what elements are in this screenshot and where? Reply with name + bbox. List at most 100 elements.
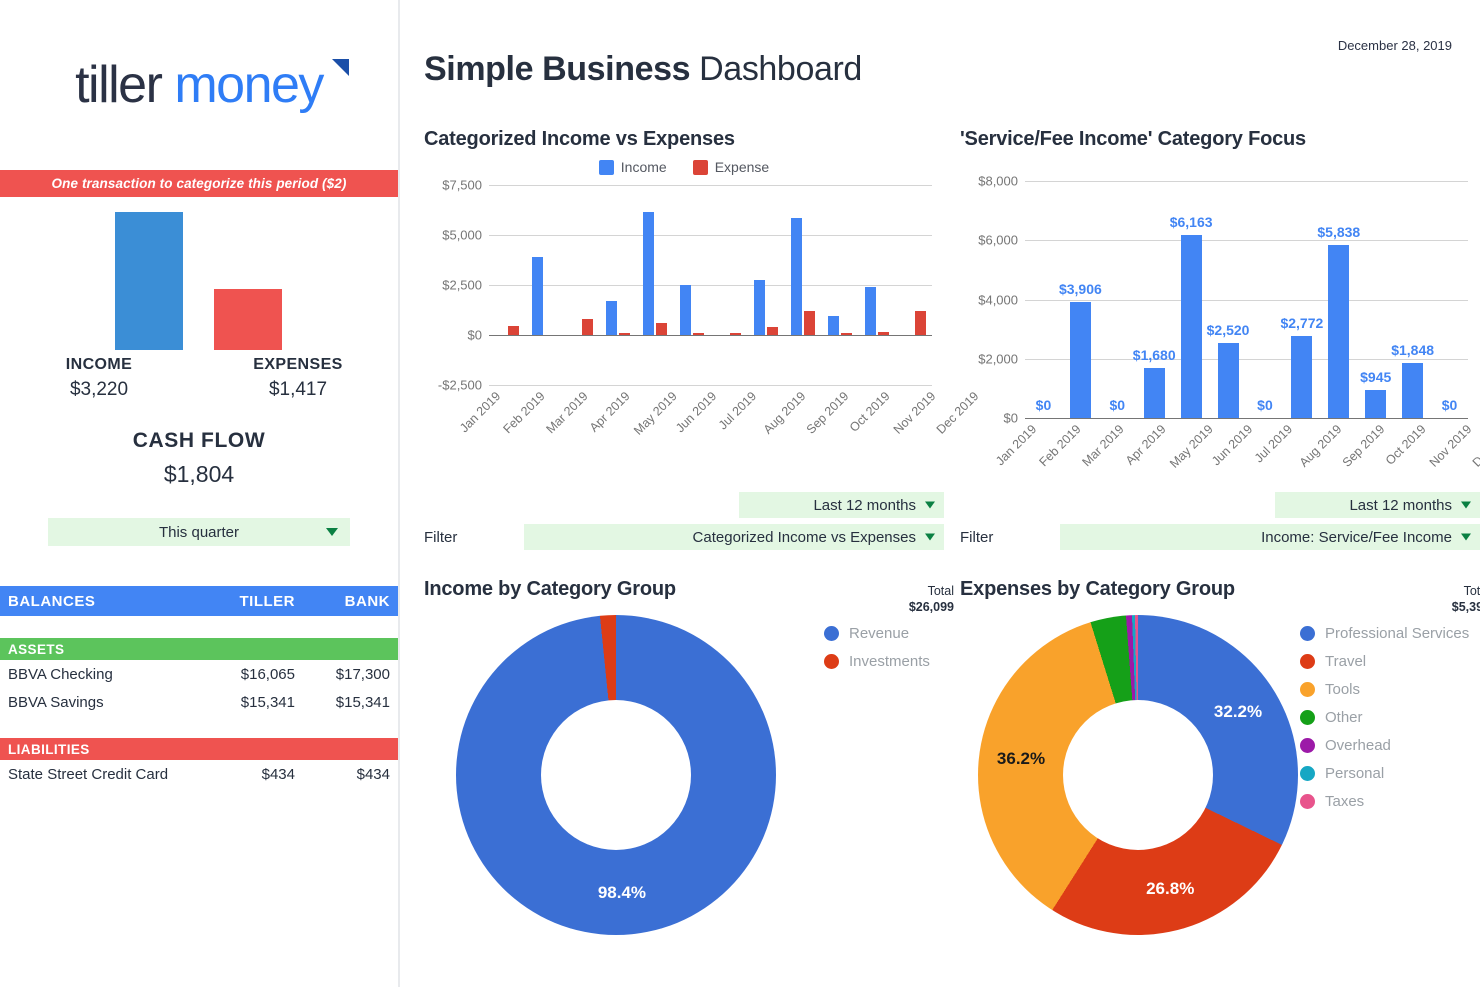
balances-groups: ASSETS BBVA Checking $16,065 $17,300 BBVA Sa…	[0, 638, 398, 788]
tiller-balance: $16,065	[240, 665, 295, 683]
chart-bar[interactable]	[532, 256, 544, 335]
slice-percentage-label: 36.2%	[996, 749, 1046, 769]
legend-item[interactable]: Overhead	[1300, 731, 1480, 759]
summary-labels: INCOME $3,220 EXPENSES $1,417	[0, 356, 398, 401]
legend-item[interactable]: Other	[1300, 703, 1480, 731]
legend-label: Investments	[849, 652, 930, 670]
chart-bar[interactable]	[1069, 302, 1091, 418]
table-row[interactable]: BBVA Checking $16,065 $17,300	[0, 660, 398, 688]
chart-bar[interactable]	[766, 327, 778, 335]
panel-income-by-group: Income by Category Group 98.4% Total $26,…	[424, 578, 954, 935]
chart-bar[interactable]	[1180, 235, 1202, 418]
chart-bar[interactable]	[803, 311, 815, 335]
chart2-category-dropdown[interactable]: Income: Service/Fee Income	[1060, 524, 1480, 550]
mini-bar-expenses	[214, 289, 282, 350]
legend-item[interactable]: Expense	[692, 159, 769, 175]
bar-data-label: $0	[1257, 397, 1273, 413]
slice-percentage-label: 26.8%	[1146, 878, 1195, 898]
legend-swatch	[1300, 709, 1315, 725]
income-donut-chart[interactable]: 98.4%	[456, 615, 776, 935]
x-axis-tick-label: Nov 2019	[1426, 422, 1475, 470]
chart1-category-dropdown[interactable]: Categorized Income vs Expenses	[524, 524, 944, 550]
chart-bar[interactable]	[508, 326, 520, 335]
categorize-alert-banner[interactable]: One transaction to categorize this perio…	[0, 170, 398, 197]
period-dropdown[interactable]: This quarter	[48, 518, 350, 546]
bar-data-label: $2,520	[1206, 322, 1250, 339]
chart-bar[interactable]	[877, 332, 889, 335]
table-row[interactable]: State Street Credit Card $434 $434	[0, 760, 398, 788]
gridline: $2,000	[978, 351, 1468, 366]
x-axis-tick-label: Apr 2019	[1122, 422, 1169, 468]
x-axis-tick-label: Feb 2019	[500, 389, 548, 437]
gridline: $7,500	[442, 178, 932, 193]
chart2-box: $8,000 $6,000 $4,000 $2,000 $0 $0 $3,906 $0 $1,6…	[960, 174, 1480, 471]
x-axis-tick-label: Sep 2019	[1340, 422, 1388, 470]
slice-percentage-label: 32.2%	[1213, 702, 1263, 722]
zero-axis-line: $0	[468, 328, 932, 343]
income-donut-legend: Total $26,099 Revenue Investments	[824, 584, 954, 675]
x-axis-tick-label: Aug 2019	[760, 389, 809, 437]
chevron-down-icon	[326, 528, 338, 536]
chart-bar[interactable]	[1365, 390, 1387, 418]
x-axis-tick-label: May 2019	[1167, 422, 1216, 471]
chart-bar[interactable]	[619, 333, 631, 335]
chart-bar[interactable]	[827, 316, 839, 335]
chart-bar[interactable]	[656, 323, 668, 335]
legend-item[interactable]: Revenue	[824, 619, 954, 647]
table-row[interactable]: BBVA Savings $15,341 $15,341	[0, 688, 398, 716]
chart-bar[interactable]	[840, 333, 852, 335]
chart-bar[interactable]	[693, 333, 705, 335]
chevron-down-icon	[1461, 533, 1471, 541]
chart-bar[interactable]	[680, 284, 692, 335]
legend-item[interactable]: Investments	[824, 647, 954, 675]
y-axis-tick-label: -$2,500	[437, 377, 482, 393]
chart-bar[interactable]	[753, 279, 765, 335]
legend-item[interactable]: Professional Services	[1300, 619, 1480, 647]
chart-bar[interactable]	[1143, 368, 1165, 418]
balances-col-bank: BANK	[344, 592, 390, 610]
donut-total: Total$5,392	[1300, 584, 1480, 615]
income-expense-mini-chart	[0, 200, 398, 350]
chart-bar[interactable]	[864, 287, 876, 335]
expenses-donut-wrap: 32.2% 26.8% 36.2%	[960, 615, 1480, 935]
donut-total-label: Total	[927, 584, 954, 598]
x-axis-tick-label: Oct 2019	[1382, 422, 1429, 468]
chart1-box: $7,500 $5,000 $2,500 $0 -$2,500 Jan 2019 Feb …	[424, 178, 982, 438]
gridline: -$2,500	[438, 378, 932, 393]
chevron-down-icon	[925, 533, 935, 541]
panel-expenses-by-group: Expenses by Category Group 32.2% 26.8% 36.…	[960, 578, 1480, 935]
panel-service-fee-focus: 'Service/Fee Income' Category Focus $8,0…	[960, 128, 1480, 471]
slice-percentage-label: 98.4%	[597, 882, 647, 902]
legend-item[interactable]: Taxes	[1300, 787, 1480, 815]
chart-bar[interactable]	[643, 211, 655, 335]
expenses-value: $1,417	[268, 379, 328, 400]
chart1-range-dropdown[interactable]: Last 12 months	[739, 492, 944, 518]
chart-bar[interactable]	[790, 218, 802, 335]
legend-item[interactable]: Income	[598, 159, 667, 175]
chart1-filter-label: Filter	[424, 528, 458, 546]
chart-bar[interactable]	[914, 311, 926, 335]
chart1-range-value: Last 12 months	[813, 496, 916, 514]
chart2-filters: Last 12 months Filter Income: Service/Fe…	[960, 492, 1480, 550]
chart-bar[interactable]	[729, 333, 741, 335]
chart-bar[interactable]	[1291, 335, 1313, 418]
cash-flow-summary: CASH FLOW $1,804	[0, 429, 398, 488]
chevron-down-icon	[1461, 501, 1471, 509]
legend-item[interactable]: Travel	[1300, 647, 1480, 675]
page-title: Simple Business Dashboard	[424, 50, 862, 89]
bar-data-label: $3,906	[1058, 281, 1102, 298]
chart-bar[interactable]	[1402, 363, 1424, 418]
chart-bar[interactable]	[606, 301, 618, 335]
chart-bar[interactable]	[1328, 245, 1350, 418]
expenses-donut-chart[interactable]: 32.2% 26.8% 36.2%	[978, 615, 1298, 935]
legend-item[interactable]: Tools	[1300, 675, 1480, 703]
x-axis-tick-label: Jul 2019	[715, 389, 759, 433]
legend-item[interactable]: Personal	[1300, 759, 1480, 787]
chevron-down-icon	[925, 501, 935, 509]
legend-label: Taxes	[1325, 792, 1365, 810]
legend-swatch	[1300, 625, 1315, 641]
chart-bar[interactable]	[582, 319, 594, 335]
chart2-range-dropdown[interactable]: Last 12 months	[1275, 492, 1480, 518]
chart-bar[interactable]	[1217, 343, 1239, 418]
x-axis-tick-label: Apr 2019	[586, 389, 633, 435]
